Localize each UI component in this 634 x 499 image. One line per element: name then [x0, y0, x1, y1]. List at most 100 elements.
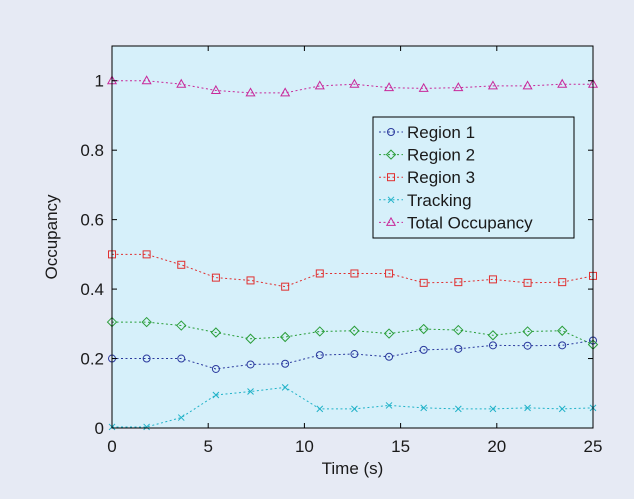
data-point — [246, 360, 255, 369]
y-tick-label: 0.8 — [80, 141, 104, 160]
data-point — [245, 87, 256, 97]
legend-item: Total Occupancy — [379, 213, 533, 232]
data-point — [245, 333, 256, 344]
data-point — [385, 352, 394, 361]
data-point — [557, 325, 568, 336]
y-tick-label: 0.4 — [80, 280, 104, 299]
data-point — [314, 326, 325, 337]
legend-label: Tracking — [407, 191, 472, 210]
data-point — [420, 404, 428, 412]
data-point — [524, 404, 531, 412]
y-tick-label: 0.6 — [80, 211, 104, 230]
legend-label: Region 1 — [407, 123, 475, 142]
data-point — [350, 350, 359, 359]
data-point — [210, 84, 221, 94]
data-point — [453, 324, 464, 336]
data-point — [558, 278, 567, 287]
data-point — [211, 273, 220, 282]
data-point — [487, 80, 499, 90]
data-point — [176, 320, 187, 331]
data-point — [212, 391, 220, 399]
data-point — [385, 402, 393, 409]
data-point — [350, 269, 359, 278]
data-point — [523, 278, 532, 287]
data-point — [487, 330, 499, 341]
x-tick-label: 0 — [107, 437, 116, 456]
data-point — [176, 78, 187, 88]
data-point — [557, 78, 568, 88]
series-line — [112, 253, 594, 288]
data-point — [211, 364, 220, 373]
legend-item: Region 1 — [379, 123, 475, 142]
data-point — [522, 326, 533, 337]
data-point — [281, 359, 290, 368]
data-point — [488, 341, 497, 350]
x-tick-label: 25 — [584, 437, 603, 456]
y-tick-label: 1 — [95, 72, 104, 91]
data-point — [279, 331, 291, 343]
data-point — [141, 75, 152, 85]
data-point — [143, 423, 150, 431]
series-line — [112, 321, 594, 346]
y-tick-label: 0 — [95, 419, 104, 438]
legend-swatch-marker — [387, 128, 395, 136]
data-point — [177, 414, 185, 421]
data-point — [454, 278, 463, 287]
data-point — [453, 82, 464, 92]
legend-swatch-marker — [385, 149, 397, 160]
y-axis-label: Occupancy — [42, 194, 61, 280]
x-tick-label: 10 — [295, 437, 314, 456]
data-point — [281, 282, 290, 291]
series-tracking — [108, 384, 597, 431]
data-point — [177, 354, 186, 363]
legend-item: Tracking — [379, 191, 472, 210]
data-point — [280, 87, 291, 97]
data-point — [142, 354, 151, 363]
data-point — [419, 345, 428, 354]
data-point — [141, 316, 152, 328]
legend-item: Region 2 — [379, 146, 475, 165]
data-point — [247, 388, 254, 395]
data-point — [489, 405, 497, 413]
data-point — [246, 276, 255, 285]
data-point — [315, 269, 324, 278]
data-point — [383, 328, 395, 339]
legend-swatch-marker — [387, 196, 395, 204]
legend-box — [372, 116, 575, 239]
plot-frame — [111, 45, 594, 429]
data-point — [558, 405, 566, 413]
series-line — [112, 339, 594, 370]
data-point — [384, 82, 395, 92]
data-point — [454, 405, 462, 413]
data-point — [454, 344, 463, 353]
data-point — [142, 250, 151, 259]
data-point — [351, 405, 358, 413]
data-point — [522, 80, 533, 90]
x-tick-label: 5 — [203, 437, 212, 456]
x-axis-label: Time (s) — [322, 459, 384, 478]
legend-label: Total Occupancy — [407, 213, 533, 232]
data-point — [349, 78, 360, 88]
data-point — [385, 269, 394, 278]
data-point — [419, 278, 428, 287]
y-tick-label: 0.2 — [80, 350, 104, 369]
legend-label: Region 3 — [407, 168, 475, 187]
legend-swatch-marker — [385, 216, 397, 226]
data-point — [418, 82, 429, 92]
data-point — [314, 80, 325, 90]
series-line — [112, 80, 593, 94]
data-point — [488, 275, 497, 284]
data-point — [281, 384, 289, 391]
data-point — [418, 323, 429, 335]
data-point — [523, 341, 532, 350]
x-tick-label: 20 — [487, 437, 506, 456]
legend: Region 1 Region 2 Region 3 Tracking Total Oc… — [372, 116, 575, 239]
data-point — [349, 325, 360, 336]
data-point — [315, 351, 324, 360]
x-tick-label: 15 — [391, 437, 410, 456]
data-point — [316, 405, 324, 413]
ticks-layer: 0 5 10 15 20 25 0 0.2 0.4 0.6 0.8 1 — [80, 46, 602, 456]
data-point — [177, 260, 186, 269]
